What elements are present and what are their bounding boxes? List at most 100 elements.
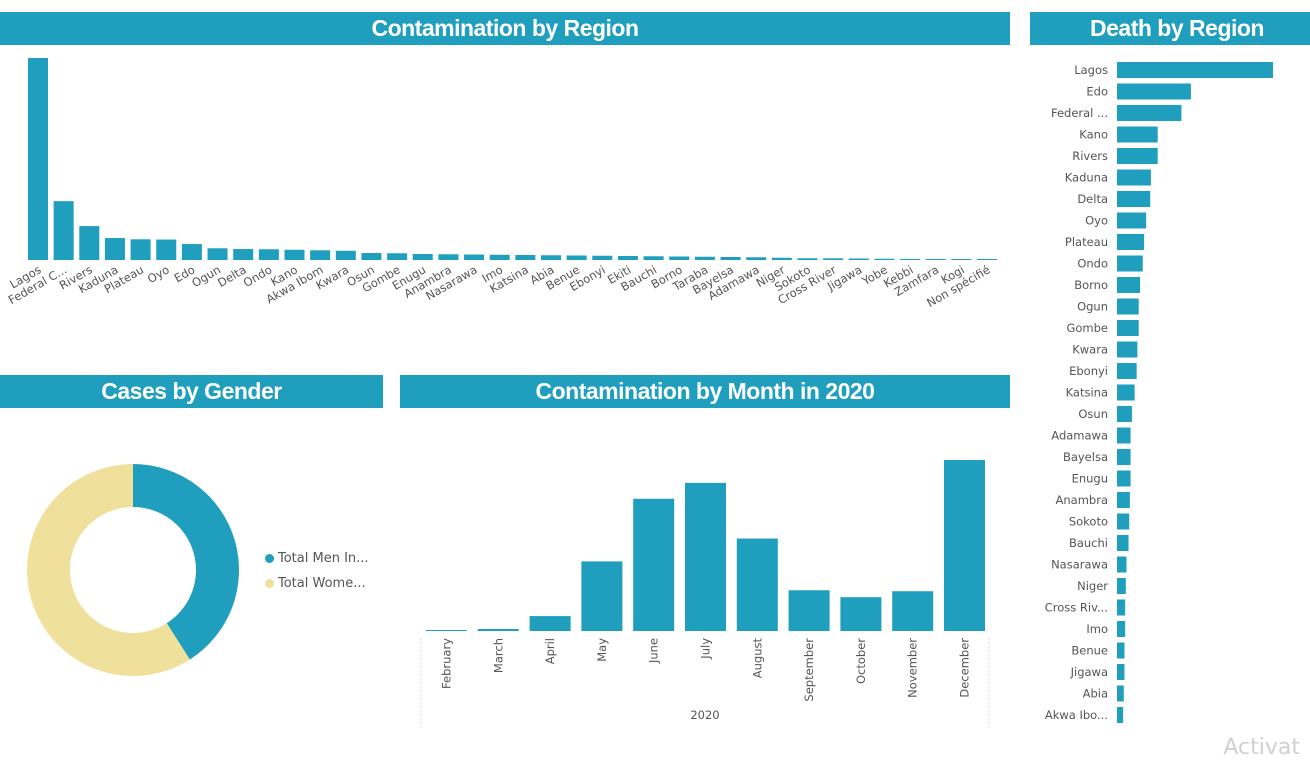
month-bar[interactable] [892, 591, 934, 631]
region-bar[interactable] [515, 255, 536, 260]
legend-men-label: Total Men In... [278, 551, 369, 566]
death-bar[interactable] [1117, 599, 1126, 616]
region-bar[interactable] [79, 226, 100, 260]
death-bar[interactable] [1117, 685, 1124, 702]
cases-by-gender-chart[interactable] [20, 455, 250, 685]
death-bar[interactable] [1117, 556, 1127, 573]
month-bar[interactable] [840, 597, 882, 631]
death-bar[interactable] [1117, 298, 1139, 315]
month-bar[interactable] [944, 460, 985, 631]
death-bar[interactable] [1117, 513, 1130, 530]
region-bar[interactable] [669, 256, 690, 260]
donut-slice-men[interactable] [133, 464, 240, 660]
region-bar[interactable] [335, 250, 356, 260]
region-bar[interactable] [694, 256, 715, 260]
region-bar[interactable] [720, 257, 741, 260]
donut-slice-women[interactable] [27, 464, 190, 676]
death-bar[interactable] [1117, 212, 1147, 229]
death-bar[interactable] [1117, 277, 1141, 293]
region-bar[interactable] [592, 255, 613, 260]
death-bar[interactable] [1117, 384, 1135, 401]
death-tick-label: Kano [1079, 128, 1108, 142]
month-bar[interactable] [426, 630, 467, 631]
death-bar[interactable] [1117, 406, 1132, 422]
death-bar[interactable] [1117, 470, 1131, 487]
month-bar[interactable] [788, 590, 830, 631]
death-bar[interactable] [1117, 83, 1191, 100]
legend-item-women[interactable]: Total Wome... [265, 576, 369, 591]
month-bar[interactable] [685, 482, 726, 631]
region-bar[interactable] [104, 238, 125, 260]
region-bar[interactable] [387, 253, 408, 260]
region-bar[interactable] [823, 258, 844, 260]
month-bar[interactable] [736, 538, 778, 631]
region-bar[interactable] [233, 249, 254, 260]
death-bar[interactable] [1117, 191, 1151, 207]
death-bar[interactable] [1117, 320, 1139, 336]
death-bar[interactable] [1117, 341, 1138, 358]
region-bar[interactable] [28, 58, 48, 260]
death-tick-label: Ondo [1077, 257, 1108, 271]
region-bar[interactable] [925, 259, 946, 260]
death-tick-label: Enugu [1072, 472, 1108, 486]
region-bar[interactable] [541, 255, 561, 260]
death-tick-label: Ebonyi [1069, 364, 1108, 378]
region-bar[interactable] [874, 258, 895, 260]
contamination-by-month-chart[interactable]: February March April May June July August Septe… [400, 420, 1010, 732]
death-bar[interactable] [1117, 105, 1182, 121]
death-tick-label: Gombe [1066, 321, 1108, 335]
region-bar[interactable] [797, 258, 818, 260]
region-bar[interactable] [746, 257, 767, 260]
death-bar[interactable] [1117, 169, 1151, 186]
death-bar[interactable] [1117, 427, 1131, 444]
region-bar[interactable] [643, 256, 664, 260]
death-bar[interactable] [1117, 664, 1125, 680]
death-bar[interactable] [1117, 642, 1125, 659]
region-bar[interactable] [181, 244, 202, 260]
month-bar[interactable] [633, 498, 675, 631]
death-bar[interactable] [1117, 535, 1129, 551]
month-bar[interactable] [477, 629, 519, 631]
death-tick-label: Anambra [1056, 493, 1108, 507]
region-bar[interactable] [977, 259, 998, 260]
death-bar[interactable] [1117, 363, 1137, 379]
month-bar[interactable] [529, 616, 571, 631]
death-bar[interactable] [1117, 707, 1124, 723]
region-bar[interactable] [771, 257, 792, 260]
region-bar[interactable] [566, 255, 587, 260]
death-region-header: Death by Region [1030, 12, 1310, 45]
region-bar[interactable] [284, 249, 305, 260]
region-bar[interactable] [617, 256, 638, 260]
death-bar[interactable] [1117, 578, 1126, 594]
region-bar[interactable] [310, 250, 331, 260]
region-bar[interactable] [361, 253, 382, 260]
month-tick-label: April [543, 638, 557, 664]
month-tick-label: July [699, 638, 713, 660]
region-bar[interactable] [53, 201, 74, 260]
region-bar[interactable] [848, 258, 869, 260]
death-bar[interactable] [1117, 621, 1126, 637]
death-bar[interactable] [1117, 126, 1158, 143]
region-bar[interactable] [464, 254, 485, 260]
region-bar[interactable] [156, 239, 177, 260]
region-bar[interactable] [412, 254, 433, 260]
death-bar[interactable] [1117, 148, 1158, 164]
death-tick-label: Sokoto [1069, 515, 1108, 529]
death-bar[interactable] [1117, 62, 1273, 78]
month-bar[interactable] [581, 561, 623, 631]
death-bar[interactable] [1117, 255, 1143, 272]
region-bar[interactable] [130, 239, 151, 260]
region-bar[interactable] [489, 254, 510, 260]
region-bar[interactable] [900, 258, 921, 260]
death-bar[interactable] [1117, 492, 1130, 508]
region-bar[interactable] [258, 249, 279, 260]
region-bar[interactable] [951, 259, 972, 260]
death-bar[interactable] [1117, 234, 1145, 250]
region-bar[interactable] [438, 254, 459, 260]
legend-item-men[interactable]: Total Men In... [265, 551, 369, 566]
death-bar[interactable] [1117, 449, 1131, 465]
death-tick-label: Federal ... [1051, 106, 1108, 120]
region-bar[interactable] [207, 248, 228, 260]
death-by-region-chart[interactable]: Lagos Edo Federal ... Kano Rivers Kaduna Delta… [1030, 52, 1310, 737]
